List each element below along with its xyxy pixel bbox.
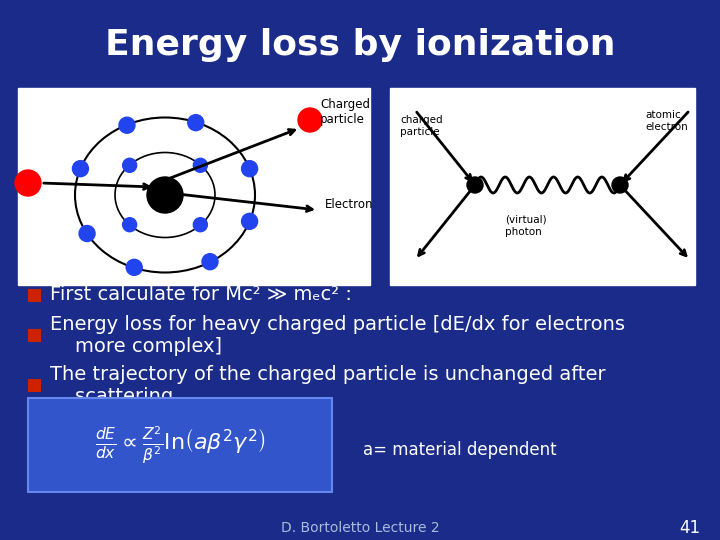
Text: Energy loss by ionization: Energy loss by ionization (104, 28, 616, 62)
Circle shape (119, 117, 135, 133)
Text: The trajectory of the charged particle is unchanged after
    scattering: The trajectory of the charged particle i… (50, 364, 606, 406)
FancyBboxPatch shape (390, 88, 695, 285)
Text: atomic
electron: atomic electron (645, 110, 688, 132)
Circle shape (122, 158, 137, 172)
Circle shape (73, 161, 89, 177)
Circle shape (122, 218, 137, 232)
Circle shape (612, 177, 628, 193)
Circle shape (194, 158, 207, 172)
FancyBboxPatch shape (28, 379, 41, 392)
FancyBboxPatch shape (28, 289, 41, 302)
Text: Electron: Electron (325, 199, 374, 212)
Circle shape (467, 177, 483, 193)
Text: $\frac{dE}{dx} \propto \frac{Z^2}{\beta^2} \ln\!\left(a\beta^2\gamma^2\right)$: $\frac{dE}{dx} \propto \frac{Z^2}{\beta^… (94, 424, 266, 466)
Text: 41: 41 (679, 519, 700, 537)
Text: Charged
particle: Charged particle (320, 98, 370, 126)
Text: charged
particle: charged particle (400, 115, 443, 137)
FancyBboxPatch shape (28, 329, 41, 342)
Text: Energy loss for heavy charged particle [dE/dx for electrons
    more complex]: Energy loss for heavy charged particle [… (50, 314, 625, 355)
Circle shape (147, 177, 183, 213)
Text: a= material dependent: a= material dependent (363, 441, 557, 459)
Circle shape (194, 218, 207, 232)
Circle shape (15, 170, 41, 196)
FancyBboxPatch shape (18, 88, 370, 285)
Text: (virtual)
photon: (virtual) photon (505, 215, 546, 237)
Circle shape (188, 114, 204, 131)
Circle shape (242, 161, 258, 177)
Circle shape (242, 213, 258, 230)
Circle shape (79, 226, 95, 241)
Circle shape (298, 108, 322, 132)
Circle shape (202, 254, 218, 269)
Text: First calculate for Mc² ≫ mₑc² :: First calculate for Mc² ≫ mₑc² : (50, 286, 352, 305)
FancyBboxPatch shape (28, 398, 332, 492)
Circle shape (126, 259, 143, 275)
Text: D. Bortoletto Lecture 2: D. Bortoletto Lecture 2 (281, 521, 439, 535)
